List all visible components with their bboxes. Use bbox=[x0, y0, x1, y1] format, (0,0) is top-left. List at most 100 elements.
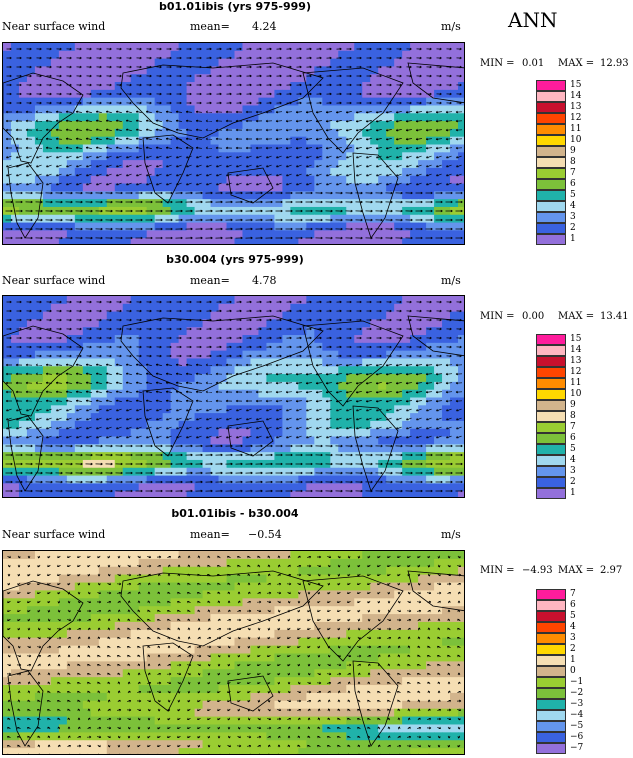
colorbar-label: 3 bbox=[570, 633, 576, 643]
panel-2-variable: Near surface wind bbox=[2, 274, 106, 287]
panel-1-map bbox=[2, 42, 465, 245]
panel-1-max-label: MAX = bbox=[558, 58, 595, 69]
colorbar-swatch bbox=[536, 168, 566, 179]
colorbar-swatch bbox=[536, 721, 566, 732]
colorbar-label: 5 bbox=[570, 611, 576, 621]
panel-1-map-field bbox=[3, 43, 464, 244]
colorbar-swatch bbox=[536, 124, 566, 135]
colorbar-swatch bbox=[536, 433, 566, 444]
colorbar-swatch bbox=[536, 190, 566, 201]
colorbar-swatch bbox=[536, 488, 566, 499]
colorbar-swatch bbox=[536, 201, 566, 212]
colorbar-label: 10 bbox=[570, 389, 582, 399]
panel-2-min-value: 0.00 bbox=[522, 311, 545, 322]
panel-1-variable: Near surface wind bbox=[2, 20, 106, 33]
colorbar-swatch bbox=[536, 212, 566, 223]
colorbar-label: 13 bbox=[570, 102, 582, 112]
colorbar-label: −7 bbox=[570, 743, 584, 753]
colorbar-swatch bbox=[536, 80, 566, 91]
colorbar-swatch bbox=[536, 113, 566, 124]
panel-2-map-field bbox=[3, 296, 464, 497]
colorbar-label: 6 bbox=[570, 600, 576, 610]
colorbar-swatch bbox=[536, 611, 566, 622]
colorbar-label: 5 bbox=[570, 444, 576, 454]
colorbar-swatch bbox=[536, 633, 566, 644]
colorbar-swatch bbox=[536, 743, 566, 754]
colorbar-swatch bbox=[536, 345, 566, 356]
colorbar-swatch bbox=[536, 411, 566, 422]
colorbar-swatch bbox=[536, 223, 566, 234]
panel-2-max-label: MAX = bbox=[558, 311, 595, 322]
colorbar-swatch bbox=[536, 334, 566, 345]
colorbar-label: 4 bbox=[570, 455, 576, 465]
panel-1-units: m/s bbox=[441, 20, 461, 33]
colorbar-label: 3 bbox=[570, 466, 576, 476]
colorbar-swatch bbox=[536, 589, 566, 600]
panel-3-title: b01.01ibis - b30.004 bbox=[171, 507, 299, 520]
colorbar-label: 2 bbox=[570, 644, 576, 654]
colorbar-swatch bbox=[536, 146, 566, 157]
colorbar-label: −3 bbox=[570, 699, 584, 709]
colorbar-swatch bbox=[536, 378, 566, 389]
colorbar-swatch bbox=[536, 102, 566, 113]
colorbar-swatch bbox=[536, 699, 566, 710]
colorbar-swatch bbox=[536, 400, 566, 411]
colorbar-swatch bbox=[536, 356, 566, 367]
colorbar-label: 8 bbox=[570, 411, 576, 421]
colorbar-swatch bbox=[536, 422, 566, 433]
colorbar-label: 7 bbox=[570, 589, 576, 599]
panel-3-variable: Near surface wind bbox=[2, 528, 106, 541]
colorbar-swatch bbox=[536, 466, 566, 477]
colorbar-label: 9 bbox=[570, 146, 576, 156]
colorbar-label: −6 bbox=[570, 732, 584, 742]
colorbar-swatch bbox=[536, 179, 566, 190]
colorbar-label: 1 bbox=[570, 655, 576, 665]
colorbar-swatch bbox=[536, 477, 566, 488]
colorbar-label: 13 bbox=[570, 356, 582, 366]
colorbar-swatch bbox=[536, 688, 566, 699]
colorbar-swatch bbox=[536, 666, 566, 677]
colorbar-swatch bbox=[536, 389, 566, 400]
colorbar-label: 2 bbox=[570, 477, 576, 487]
colorbar-label: 15 bbox=[570, 334, 582, 344]
colorbar-swatch bbox=[536, 234, 566, 245]
colorbar-label: 6 bbox=[570, 433, 576, 443]
colorbar-swatch bbox=[536, 732, 566, 743]
panel-2-title: b30.004 (yrs 975-999) bbox=[166, 253, 304, 266]
panel-3-map-field bbox=[3, 551, 464, 754]
panel-2-mean-label: mean= bbox=[190, 274, 230, 287]
colorbar-swatch bbox=[536, 677, 566, 688]
colorbar-label: −5 bbox=[570, 721, 584, 731]
panel-2-map bbox=[2, 295, 465, 498]
panel-3-mean-label: mean= bbox=[190, 528, 230, 541]
colorbar-label: −2 bbox=[570, 688, 584, 698]
colorbar-swatch bbox=[536, 710, 566, 721]
colorbar-label: −1 bbox=[570, 677, 584, 687]
colorbar-label: 15 bbox=[570, 80, 582, 90]
colorbar-swatch bbox=[536, 135, 566, 146]
colorbar-swatch bbox=[536, 455, 566, 466]
colorbar-label: 12 bbox=[570, 113, 582, 123]
colorbar-label: 0 bbox=[570, 666, 576, 676]
colorbar-label: 4 bbox=[570, 201, 576, 211]
panel-3-max-value: 2.97 bbox=[600, 565, 623, 576]
panel-2-max-value: 13.41 bbox=[600, 311, 629, 322]
colorbar-label: 12 bbox=[570, 367, 582, 377]
panel-2-units: m/s bbox=[441, 274, 461, 287]
colorbar-swatch bbox=[536, 157, 566, 168]
colorbar-label: 5 bbox=[570, 190, 576, 200]
colorbar-label: 11 bbox=[570, 378, 582, 388]
colorbar-label: 8 bbox=[570, 157, 576, 167]
panel-3-min-label: MIN = bbox=[480, 565, 515, 576]
panel-3-map bbox=[2, 550, 465, 755]
panel-1-mean-label: mean= bbox=[190, 20, 230, 33]
colorbar-label: 1 bbox=[570, 234, 576, 244]
colorbar-label: −4 bbox=[570, 710, 584, 720]
panel-1-min-label: MIN = bbox=[480, 58, 515, 69]
colorbar-swatch bbox=[536, 367, 566, 378]
colorbar-label: 6 bbox=[570, 179, 576, 189]
colorbar-label: 4 bbox=[570, 622, 576, 632]
colorbar-swatch bbox=[536, 622, 566, 633]
panel-1-mean-value: 4.24 bbox=[252, 20, 277, 33]
colorbar-label: 11 bbox=[570, 124, 582, 134]
